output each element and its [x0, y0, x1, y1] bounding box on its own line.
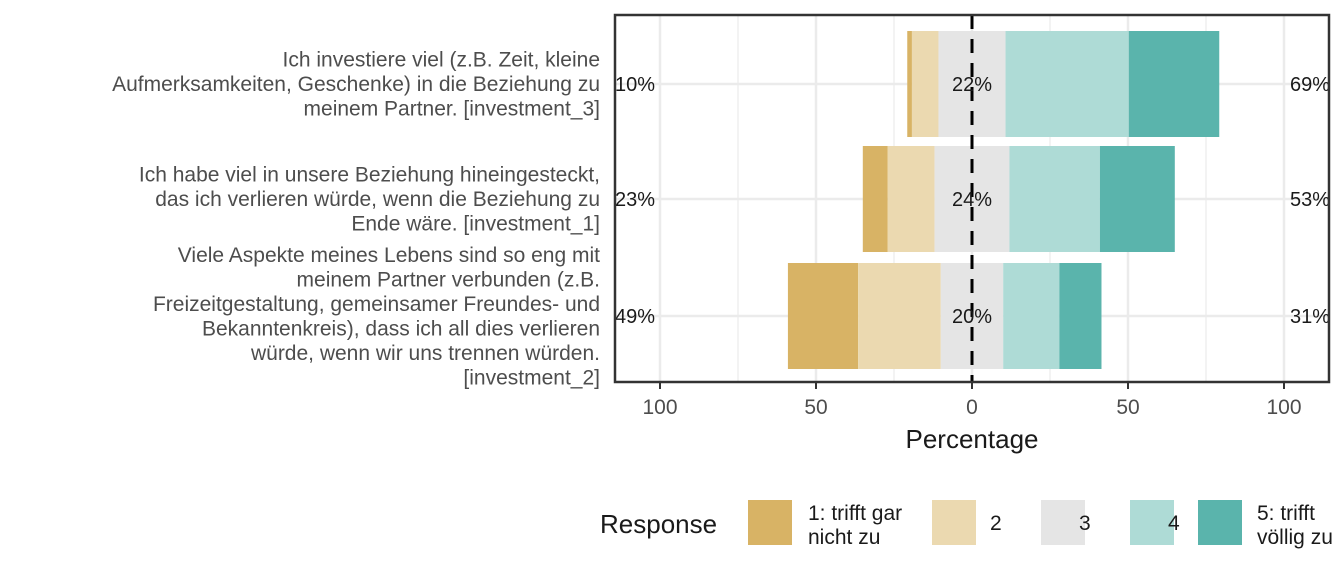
high-percentage-label: 31%	[1290, 306, 1330, 328]
category-label-line: das ich verlieren würde, wenn die Bezieh…	[155, 188, 600, 211]
bar-segment-response-2	[887, 146, 935, 252]
x-axis: 100 50 0 50 100	[642, 382, 1302, 419]
bar-segment-response-5	[1128, 31, 1220, 137]
legend-key-swatch	[932, 500, 976, 545]
legend-label: 4	[1168, 512, 1180, 535]
category-label-line: meinem Partner verbunden (z.B.	[297, 268, 600, 291]
legend-title: Response	[600, 509, 717, 539]
bar-segment-response-2	[858, 263, 941, 369]
category-labels: Ich investiere viel (z.B. Zeit, kleineAu…	[112, 49, 600, 390]
legend-key-swatch	[1198, 500, 1242, 545]
legend-label: 5: trifft	[1257, 502, 1315, 525]
category-label-line: Bekanntenkreis), dass ich all dies verli…	[202, 317, 600, 340]
high-percentage-label: 53%	[1290, 189, 1330, 211]
x-tick-label: 100	[1266, 396, 1301, 419]
category-label-line: Ende wäre. [investment_1]	[351, 213, 600, 236]
legend-label: 2	[990, 512, 1002, 535]
x-tick-label: 100	[642, 396, 677, 419]
category-label-line: Aufmerksamkeiten, Geschenke) in die Bezi…	[112, 73, 600, 96]
bar-segment-response-2	[911, 31, 939, 137]
x-tick-label: 50	[804, 396, 827, 419]
legend-label: völlig zu	[1257, 526, 1333, 549]
bar-segment-response-4	[1003, 263, 1060, 369]
bar-segment-response-1	[907, 31, 912, 137]
bar-segment-response-4	[1005, 31, 1129, 137]
bar-segment-response-1	[787, 263, 859, 369]
x-tick-label: 50	[1116, 396, 1139, 419]
legend-label: nicht zu	[808, 526, 880, 549]
category-label-line: Freizeitgestaltung, gemeinsamer Freundes…	[153, 293, 600, 316]
legend-key-swatch	[748, 500, 792, 545]
category-label-line: Viele Aspekte meines Lebens sind so eng …	[178, 244, 600, 267]
category-label-line: würde, wenn wir uns trennen würden.	[250, 342, 600, 365]
category-label-line: [investment_2]	[463, 366, 600, 389]
legend-label: 1: trifft gar	[808, 502, 902, 525]
neutral-percentage-label: 22%	[952, 74, 992, 96]
percentage-labels: 10% 22% 69% 23% 24% 53% 49% 20% 31%	[615, 74, 1330, 328]
high-percentage-label: 69%	[1290, 74, 1330, 96]
bar-segment-response-4	[1009, 146, 1100, 252]
neutral-percentage-label: 24%	[952, 189, 992, 211]
x-axis-title: Percentage	[906, 424, 1039, 454]
neutral-percentage-label: 20%	[952, 306, 992, 328]
bar-segment-response-5	[1099, 146, 1175, 252]
bar-segment-response-5	[1059, 263, 1102, 369]
bars	[787, 31, 1220, 369]
low-percentage-label: 10%	[615, 74, 655, 96]
legend-key-swatch	[1130, 500, 1174, 545]
legend-label: 3	[1079, 512, 1091, 535]
low-percentage-label: 49%	[615, 306, 655, 328]
bar-segment-response-1	[862, 146, 888, 252]
category-label-line: meinem Partner. [investment_3]	[304, 98, 600, 121]
legend-key-swatch	[1041, 500, 1085, 545]
low-percentage-label: 23%	[615, 189, 655, 211]
category-label-line: Ich investiere viel (z.B. Zeit, kleine	[283, 49, 600, 72]
category-label-line: Ich habe viel in unsere Beziehung hinein…	[139, 164, 600, 187]
x-tick-label: 0	[966, 396, 978, 419]
